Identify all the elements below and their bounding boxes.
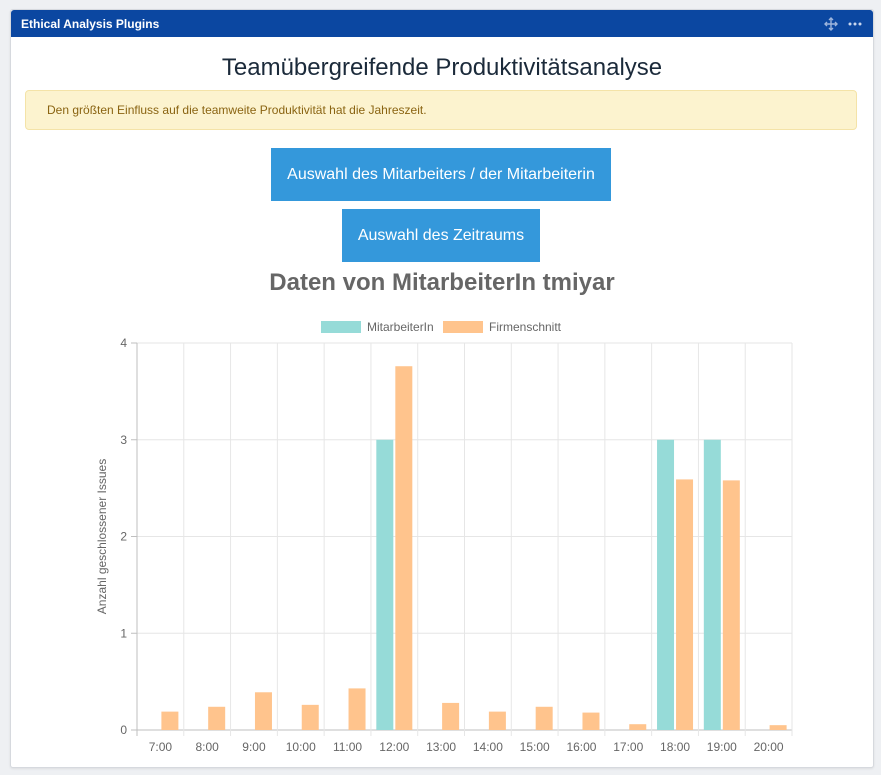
x-tick-label: 13:00 (426, 740, 456, 754)
alert-text: Den größten Einfluss auf die teamweite P… (47, 103, 427, 117)
x-tick-label: 18:00 (660, 740, 690, 754)
y-axis-label: Anzahl geschlossener Issues (95, 459, 109, 614)
x-tick-label: 17:00 (613, 740, 643, 754)
bar-firmenschnitt (629, 724, 647, 730)
bar-firmenschnitt (348, 688, 366, 730)
more-options-icon[interactable] (847, 16, 863, 32)
bar-firmenschnitt (488, 711, 506, 730)
x-tick-label: 15:00 (520, 740, 550, 754)
move-icon[interactable] (823, 16, 839, 32)
legend-swatch (443, 321, 483, 333)
info-alert: Den größten Einfluss auf die teamweite P… (25, 90, 857, 130)
page-title: Teamübergreifende Produktivitätsanalyse (221, 54, 663, 81)
x-tick-label: 11:00 (333, 740, 362, 754)
panel-header: Ethical Analysis Plugins (11, 10, 873, 37)
bar-firmenschnitt (582, 712, 600, 730)
x-tick-label: 8:00 (195, 740, 219, 754)
select-employee-button[interactable]: Auswahl des Mitarbeiters / der Mitarbeit… (271, 148, 611, 201)
x-tick-label: 12:00 (379, 740, 409, 754)
panel-header-actions (823, 16, 863, 32)
bar-firmenschnitt (208, 706, 226, 730)
bar-firmenschnitt (442, 702, 460, 730)
chart-title: Daten von MitarbeiterIn tmiyar (269, 269, 615, 296)
bar-firmenschnitt (722, 480, 740, 730)
legend-swatch (321, 321, 361, 333)
legend-label: MitarbeiterIn (367, 320, 434, 334)
x-tick-label: 7:00 (149, 740, 173, 754)
bar-mitarbeiterin (376, 439, 394, 730)
bar-firmenschnitt (254, 692, 272, 730)
bar-chart: 0 1 2 3 4 Anzahl geschlossener Issues 7:00 8:00… (95, 320, 793, 754)
bar-mitarbeiterin (657, 439, 675, 730)
bar-firmenschnitt (161, 711, 179, 730)
x-tick-label: 20:00 (754, 740, 784, 754)
y-tick-label: 0 (120, 723, 127, 737)
plugin-panel: Ethical Analysis Plugins Teamübergreifen… (10, 9, 874, 768)
bar-firmenschnitt (535, 706, 553, 730)
x-tick-label: 14:00 (473, 740, 503, 754)
bar-mitarbeiterin (703, 439, 721, 730)
bar-firmenschnitt (301, 704, 319, 730)
x-tick-label: 16:00 (566, 740, 596, 754)
bar-firmenschnitt (676, 479, 694, 730)
y-tick-label: 3 (120, 433, 127, 447)
legend-label: Firmenschnitt (489, 320, 562, 334)
x-tick-label: 10:00 (286, 740, 316, 754)
select-period-button[interactable]: Auswahl des Zeitraums (342, 209, 540, 262)
y-tick-label: 2 (120, 530, 127, 544)
x-tick-label: 19:00 (707, 740, 737, 754)
x-tick-label: 9:00 (242, 740, 266, 754)
y-tick-label: 1 (120, 626, 127, 640)
panel-title: Ethical Analysis Plugins (21, 16, 160, 31)
y-tick-label: 4 (120, 336, 127, 350)
bar-firmenschnitt (395, 366, 413, 730)
bar-firmenschnitt (769, 725, 787, 730)
